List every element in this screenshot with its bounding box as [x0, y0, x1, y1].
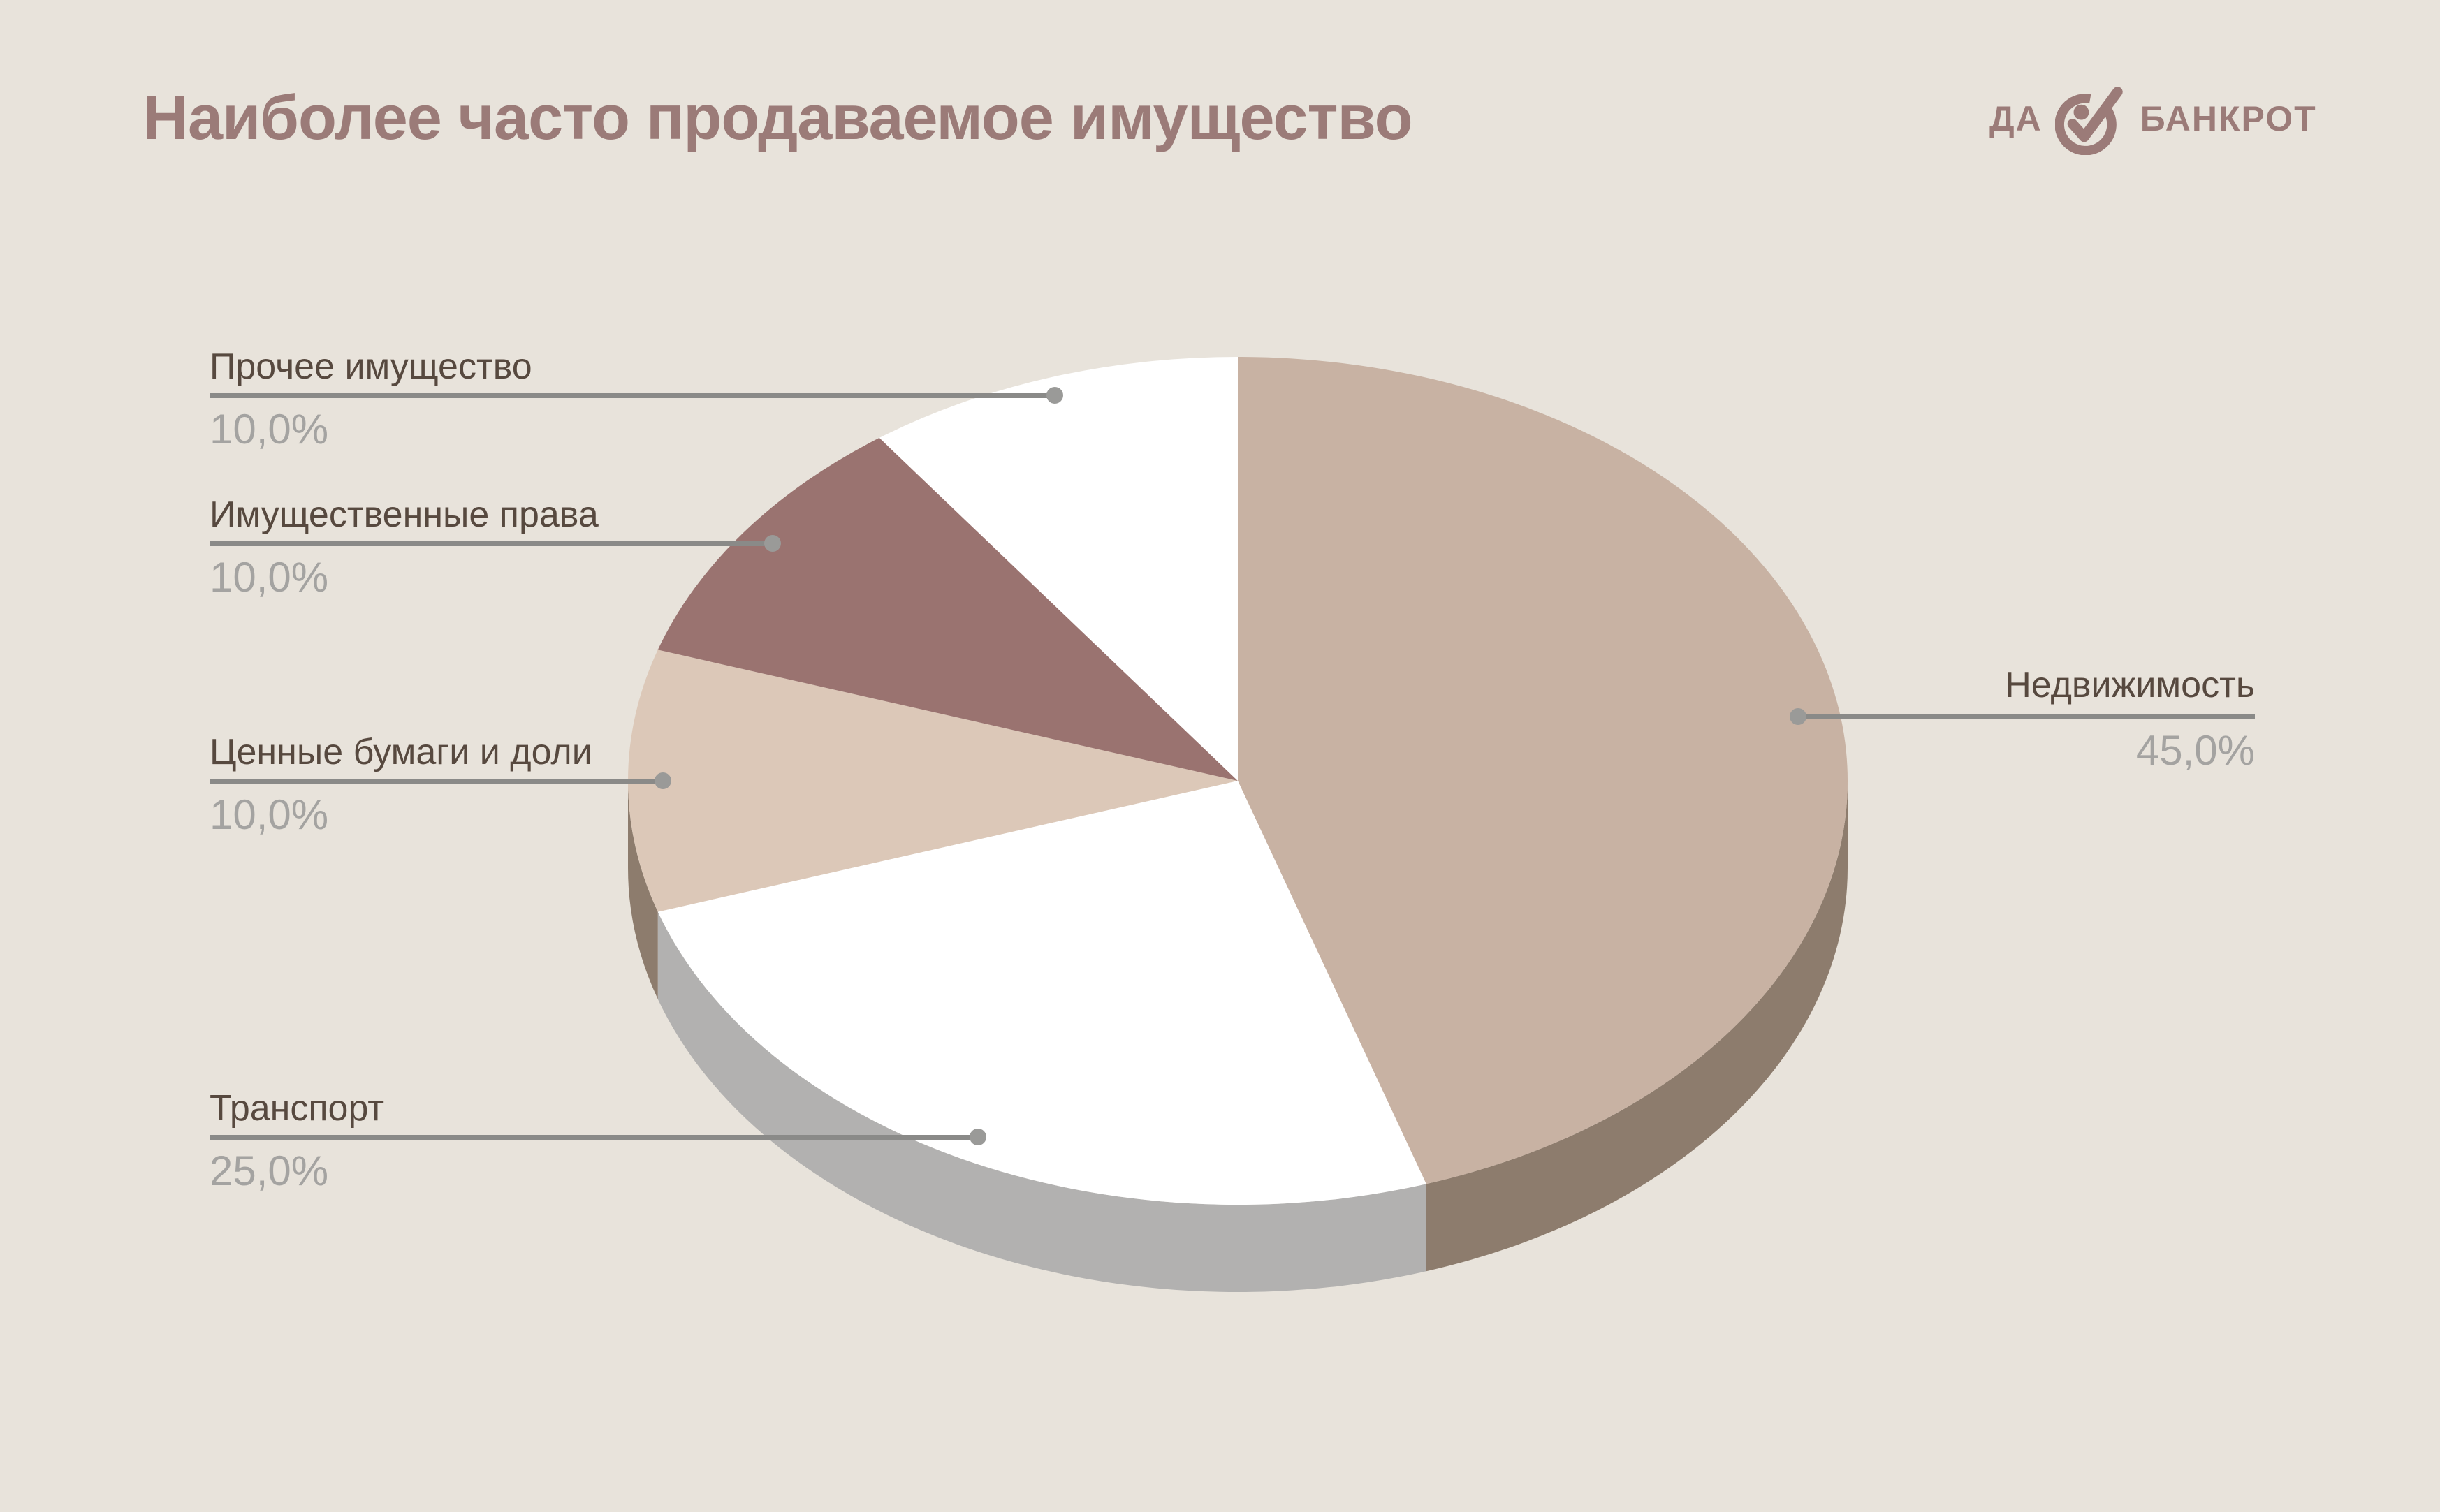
- brand-logo: ДА БАНКРОТ: [1989, 84, 2317, 155]
- leader-dot-cennye-bumagi: [655, 772, 671, 789]
- leader-line-cennye-bumagi: [210, 779, 663, 784]
- pie-side: [628, 781, 658, 999]
- slice-percent-transport: 25,0%: [210, 1147, 329, 1194]
- slice-label-prochee-imushchestvo: Прочее имущество: [210, 346, 532, 387]
- slice-label-transport: Транспорт: [210, 1088, 385, 1129]
- pie-slice: [657, 781, 1426, 1205]
- leader-line-imushchestvennye-prava: [210, 541, 773, 546]
- leader-dot-imushchestvennye-prava: [764, 535, 781, 552]
- pie-side: [1426, 781, 1848, 1272]
- page-title: Наиболее часто продаваемое имущество: [143, 83, 1413, 153]
- slice-label-nedvizhimost: Недвижимость: [2005, 665, 2255, 705]
- slice-percent-nedvizhimost: 45,0%: [2135, 727, 2255, 774]
- pie-side: [657, 911, 1426, 1292]
- pie-slice: [628, 649, 1238, 912]
- leader-dot-nedvizhimost: [1790, 708, 1806, 725]
- slice-percent-prochee-imushchestvo: 10,0%: [210, 406, 329, 453]
- leader-line-prochee-imushchestvo: [210, 393, 1055, 398]
- slice-percent-imushchestvennye-prava: 10,0%: [210, 554, 329, 601]
- logo-suffix: БАНКРОТ: [2140, 99, 2317, 138]
- leader-line-nedvizhimost: [1798, 714, 2255, 719]
- slice-label-imushchestvennye-prava: Имущественные права: [210, 494, 599, 535]
- pie-slice: [1238, 357, 1848, 1184]
- leader-dot-prochee-imushchestvo: [1046, 387, 1063, 404]
- check-person-icon: [2054, 87, 2123, 155]
- leader-line-transport: [210, 1135, 978, 1140]
- pie-slice: [879, 357, 1238, 781]
- slice-percent-cennye-bumagi: 10,0%: [210, 791, 329, 838]
- leader-dot-transport: [970, 1129, 986, 1145]
- slice-label-cennye-bumagi: Ценные бумаги и доли: [210, 732, 592, 772]
- pie-slice: [657, 437, 1238, 781]
- logo-prefix: ДА: [1989, 99, 2043, 138]
